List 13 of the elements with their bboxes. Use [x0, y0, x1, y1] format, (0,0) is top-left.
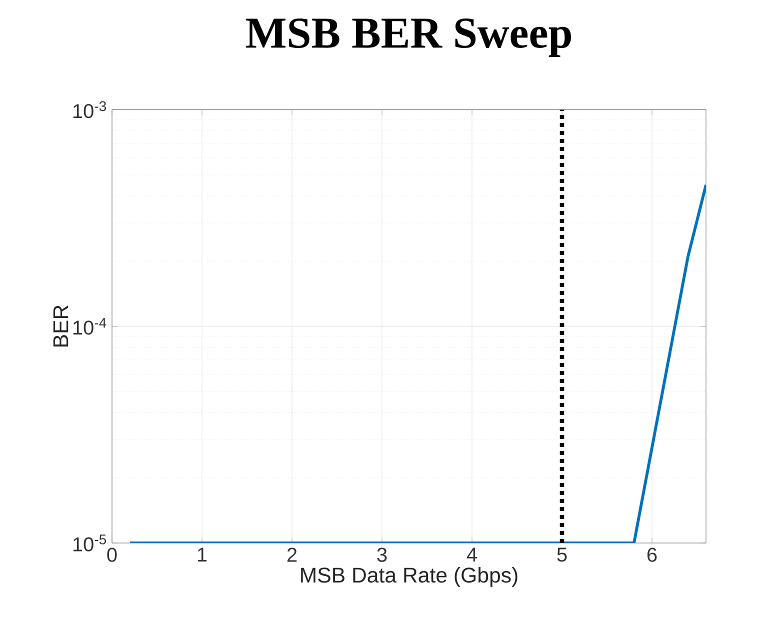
x-tick-label: 5 — [557, 548, 567, 562]
y-tick-label: 10$^{-3}$ — [73, 101, 106, 118]
y-tick-label: 10$^{-5}$ — [73, 534, 106, 552]
x-tick-label: 2 — [287, 548, 297, 562]
y-tick-label: 10$^{-4}$ — [73, 318, 106, 335]
x-axis-title: MSB Data Rate (Gbps) — [301, 567, 518, 587]
y-axis-title: BER — [53, 305, 68, 347]
x-tick-label: 6 — [647, 548, 657, 562]
chart-title: MSB BER Sweep — [246, 18, 571, 57]
x-tick-label: 1 — [198, 548, 207, 562]
x-tick-label: 0 — [107, 548, 117, 562]
x-tick-label: 3 — [377, 548, 387, 562]
x-tick-label: 4 — [466, 548, 477, 562]
